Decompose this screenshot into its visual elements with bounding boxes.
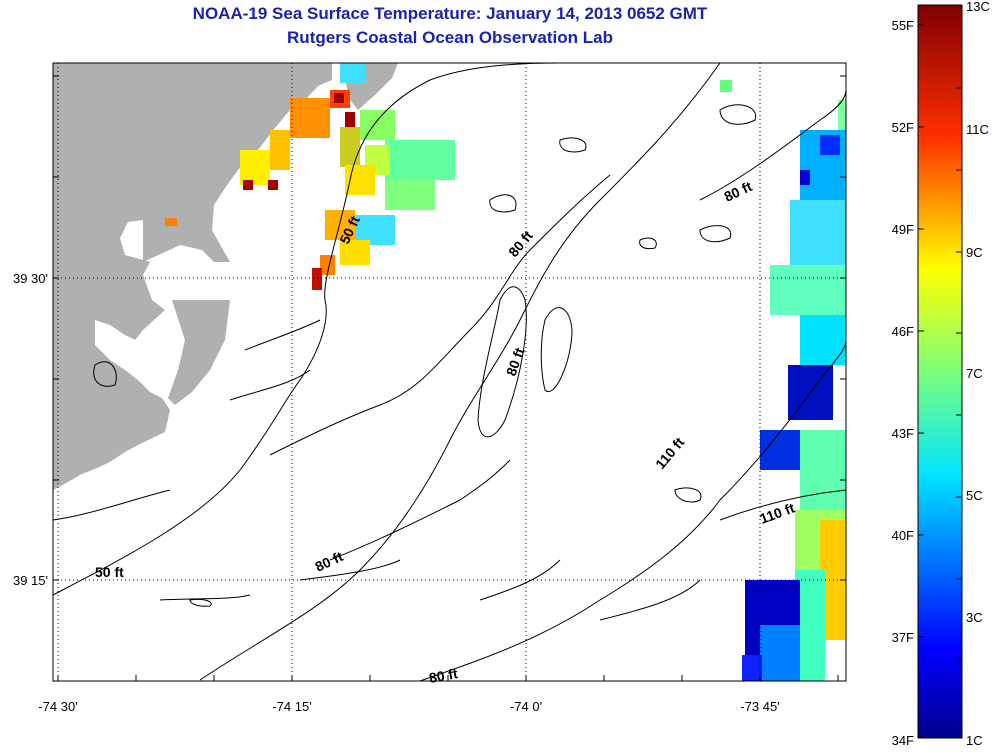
depth-label: 110 ft xyxy=(758,499,797,526)
colorbar-c-label: 13C xyxy=(966,0,990,14)
land-strip xyxy=(168,300,230,405)
axis-ticks xyxy=(53,75,846,681)
sst-pixels-nearshore xyxy=(165,63,732,290)
colorbar-f-label: 37F xyxy=(892,630,914,645)
y-tick-label: 39 15' xyxy=(13,573,48,588)
depth-label: 80 ft xyxy=(722,178,755,205)
depth-label: 110 ft xyxy=(652,434,687,472)
depth-label: 80 ft xyxy=(503,345,528,378)
graticule xyxy=(53,63,846,681)
colorbar-f-label: 43F xyxy=(892,426,914,441)
depth-label: 80 ft xyxy=(505,227,536,260)
x-tick-label: -74 0' xyxy=(510,699,542,714)
colorbar-f-label: 49F xyxy=(892,222,914,237)
colorbar-c-label: 7C xyxy=(966,366,983,381)
colorbar-c-label: 9C xyxy=(966,245,983,260)
colorbar-f-label: 40F xyxy=(892,528,914,543)
colorbar-f-label: 34F xyxy=(892,733,914,748)
colorbar-f-label: 46F xyxy=(892,324,914,339)
map-title: NOAA-19 Sea Surface Temperature: January… xyxy=(192,4,708,23)
depth-contours xyxy=(53,63,846,681)
colorbar-f-label: 52F xyxy=(892,120,914,135)
y-tick-label: 39 30' xyxy=(13,271,48,286)
x-tick-label: -74 30' xyxy=(38,699,77,714)
land-mass xyxy=(53,63,332,490)
x-tick-label: -74 15' xyxy=(272,699,311,714)
colorbar-c-label: 11C xyxy=(966,122,989,137)
depth-label: 80 ft xyxy=(313,548,346,575)
colorbar-c-label: 5C xyxy=(966,488,983,503)
colorbar-f-label: 55F xyxy=(892,18,914,33)
x-tick-label: -73 45' xyxy=(740,699,779,714)
depth-label: 50 ft xyxy=(95,564,124,580)
map-subtitle: Rutgers Coastal Ocean Observation Lab xyxy=(287,28,613,47)
depth-label: 80 ft xyxy=(428,665,459,686)
colorbar-c-label: 3C xyxy=(966,610,983,625)
colorbar-c-label: 1C xyxy=(966,733,983,748)
sst-pixels-offshore xyxy=(742,100,846,681)
colorbar xyxy=(917,4,963,739)
colorbar-ticks xyxy=(918,4,962,661)
